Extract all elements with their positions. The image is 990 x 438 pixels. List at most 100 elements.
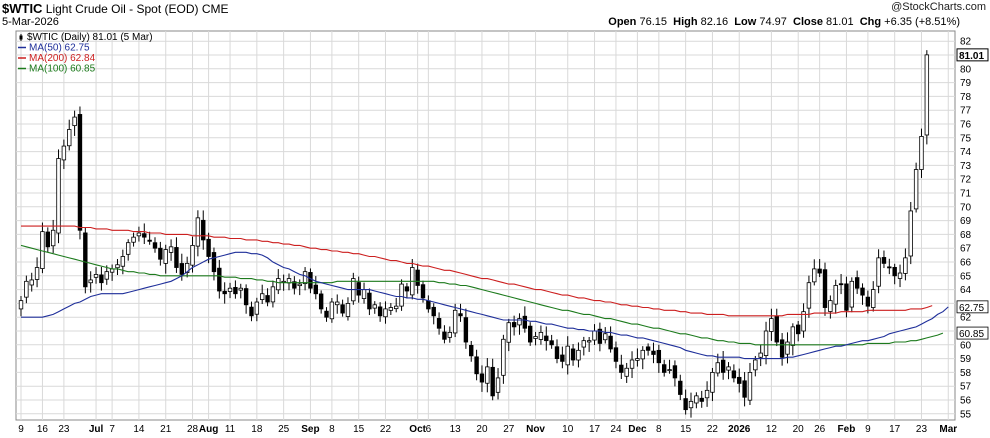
x-tick-label: Mar	[939, 424, 957, 435]
ma200-line	[21, 225, 933, 317]
chg-value: +6.35 (+8.51%)	[884, 16, 960, 28]
candle-up	[533, 336, 538, 339]
y-tick-label: 72	[960, 175, 972, 186]
candle-up	[565, 345, 570, 366]
candle-up	[849, 280, 854, 308]
candle-up	[903, 257, 908, 274]
candle-down	[415, 269, 420, 286]
candle-down	[608, 335, 613, 350]
y-tick-label: 75	[960, 133, 972, 144]
candle-down	[619, 364, 624, 373]
current-price-label: 81.01	[959, 51, 984, 62]
candle-up	[688, 400, 694, 409]
candle-up	[592, 330, 597, 341]
candle-up	[393, 305, 399, 310]
candle-up	[833, 285, 838, 305]
candle-up	[506, 322, 511, 343]
x-tick-label: 22	[380, 424, 392, 435]
candle-up	[29, 279, 34, 286]
candle-down	[737, 376, 742, 384]
x-tick-label: 20	[793, 424, 805, 435]
x-tick-label: 13	[450, 424, 462, 435]
candle-down	[99, 274, 104, 284]
y-tick-label: 76	[960, 120, 972, 131]
candle-down	[158, 247, 163, 260]
candle-up	[501, 338, 506, 376]
ohlc-summary: Open 76.15 High 82.16 Low 74.97 Close 81…	[608, 16, 960, 28]
x-tick-label: 14	[133, 424, 145, 435]
candle-up	[753, 359, 758, 371]
x-tick-label: 21	[160, 424, 172, 435]
candle-down	[206, 238, 211, 257]
ma-value-box	[956, 326, 989, 340]
y-tick-label: 55	[960, 409, 972, 420]
candle-up	[924, 54, 930, 136]
low-label: Low	[734, 16, 757, 28]
candle-down	[442, 331, 447, 340]
x-tick-label: 8	[656, 424, 662, 435]
candle-up	[828, 300, 833, 312]
candle-down	[142, 233, 147, 238]
candle-down	[597, 328, 603, 344]
candle-down	[324, 310, 329, 318]
x-tick-label: Oct	[409, 424, 426, 435]
candle-up	[913, 169, 919, 210]
candle-up	[40, 231, 45, 269]
x-tick-label: 9	[18, 424, 24, 435]
stockcharts-credit[interactable]: @StockCharts.com	[891, 1, 986, 13]
ma-value-box	[956, 300, 989, 314]
x-tick-label: Feb	[838, 424, 856, 435]
candle-up	[136, 232, 142, 237]
candle-up	[586, 340, 592, 343]
candle-down	[822, 269, 828, 308]
candle-down	[211, 252, 217, 273]
x-tick-label: 18	[251, 424, 263, 435]
candle-down	[479, 373, 485, 383]
candle-down	[838, 283, 844, 286]
candle-up	[790, 326, 796, 346]
candle-down	[645, 346, 651, 351]
candle-down	[233, 287, 238, 295]
candle-up	[34, 267, 40, 280]
y-tick-label: 70	[960, 202, 972, 213]
candle-down	[892, 266, 897, 277]
candle-up	[88, 279, 93, 284]
candle-up	[635, 358, 640, 361]
candle-down	[77, 114, 83, 231]
y-tick-label: 82	[960, 37, 972, 48]
y-tick-label: 58	[960, 368, 972, 379]
candle-up	[603, 333, 608, 341]
high-value: 82.16	[700, 16, 729, 28]
y-tick-label: 65	[960, 271, 972, 282]
candle-up	[399, 283, 404, 307]
candle-up	[195, 217, 201, 247]
candle-up	[56, 158, 61, 234]
candle-up	[67, 129, 72, 147]
candle-up	[302, 271, 308, 285]
candle-up	[538, 331, 544, 340]
candle-up	[163, 249, 168, 264]
legend-entry: $WTIC (Daily) 81.01 (5 Mar)	[27, 32, 153, 43]
x-tick-label: 7	[109, 424, 115, 435]
candle-down	[45, 231, 50, 248]
x-tick-label: Dec	[628, 424, 647, 435]
candle-down	[318, 293, 324, 310]
candle-down	[881, 257, 887, 264]
candle-up	[447, 331, 452, 338]
close-value: 81.01	[826, 16, 854, 28]
x-tick-label: Sep	[301, 424, 319, 435]
candle-up	[812, 268, 817, 283]
candle-down	[490, 366, 495, 397]
current-price-box	[956, 48, 989, 62]
open-value: 76.15	[639, 16, 667, 28]
x-tick-label: 2026	[728, 424, 751, 435]
legend-entry: MA(100) 60.85	[29, 64, 96, 75]
y-tick-label: 71	[960, 189, 972, 200]
x-tick-label: 9	[865, 424, 871, 435]
x-tick-label: 6	[426, 424, 432, 435]
x-tick-label: 11	[225, 424, 236, 435]
candle-up	[726, 366, 731, 371]
candle-up	[452, 309, 458, 334]
candle-down	[404, 286, 410, 292]
